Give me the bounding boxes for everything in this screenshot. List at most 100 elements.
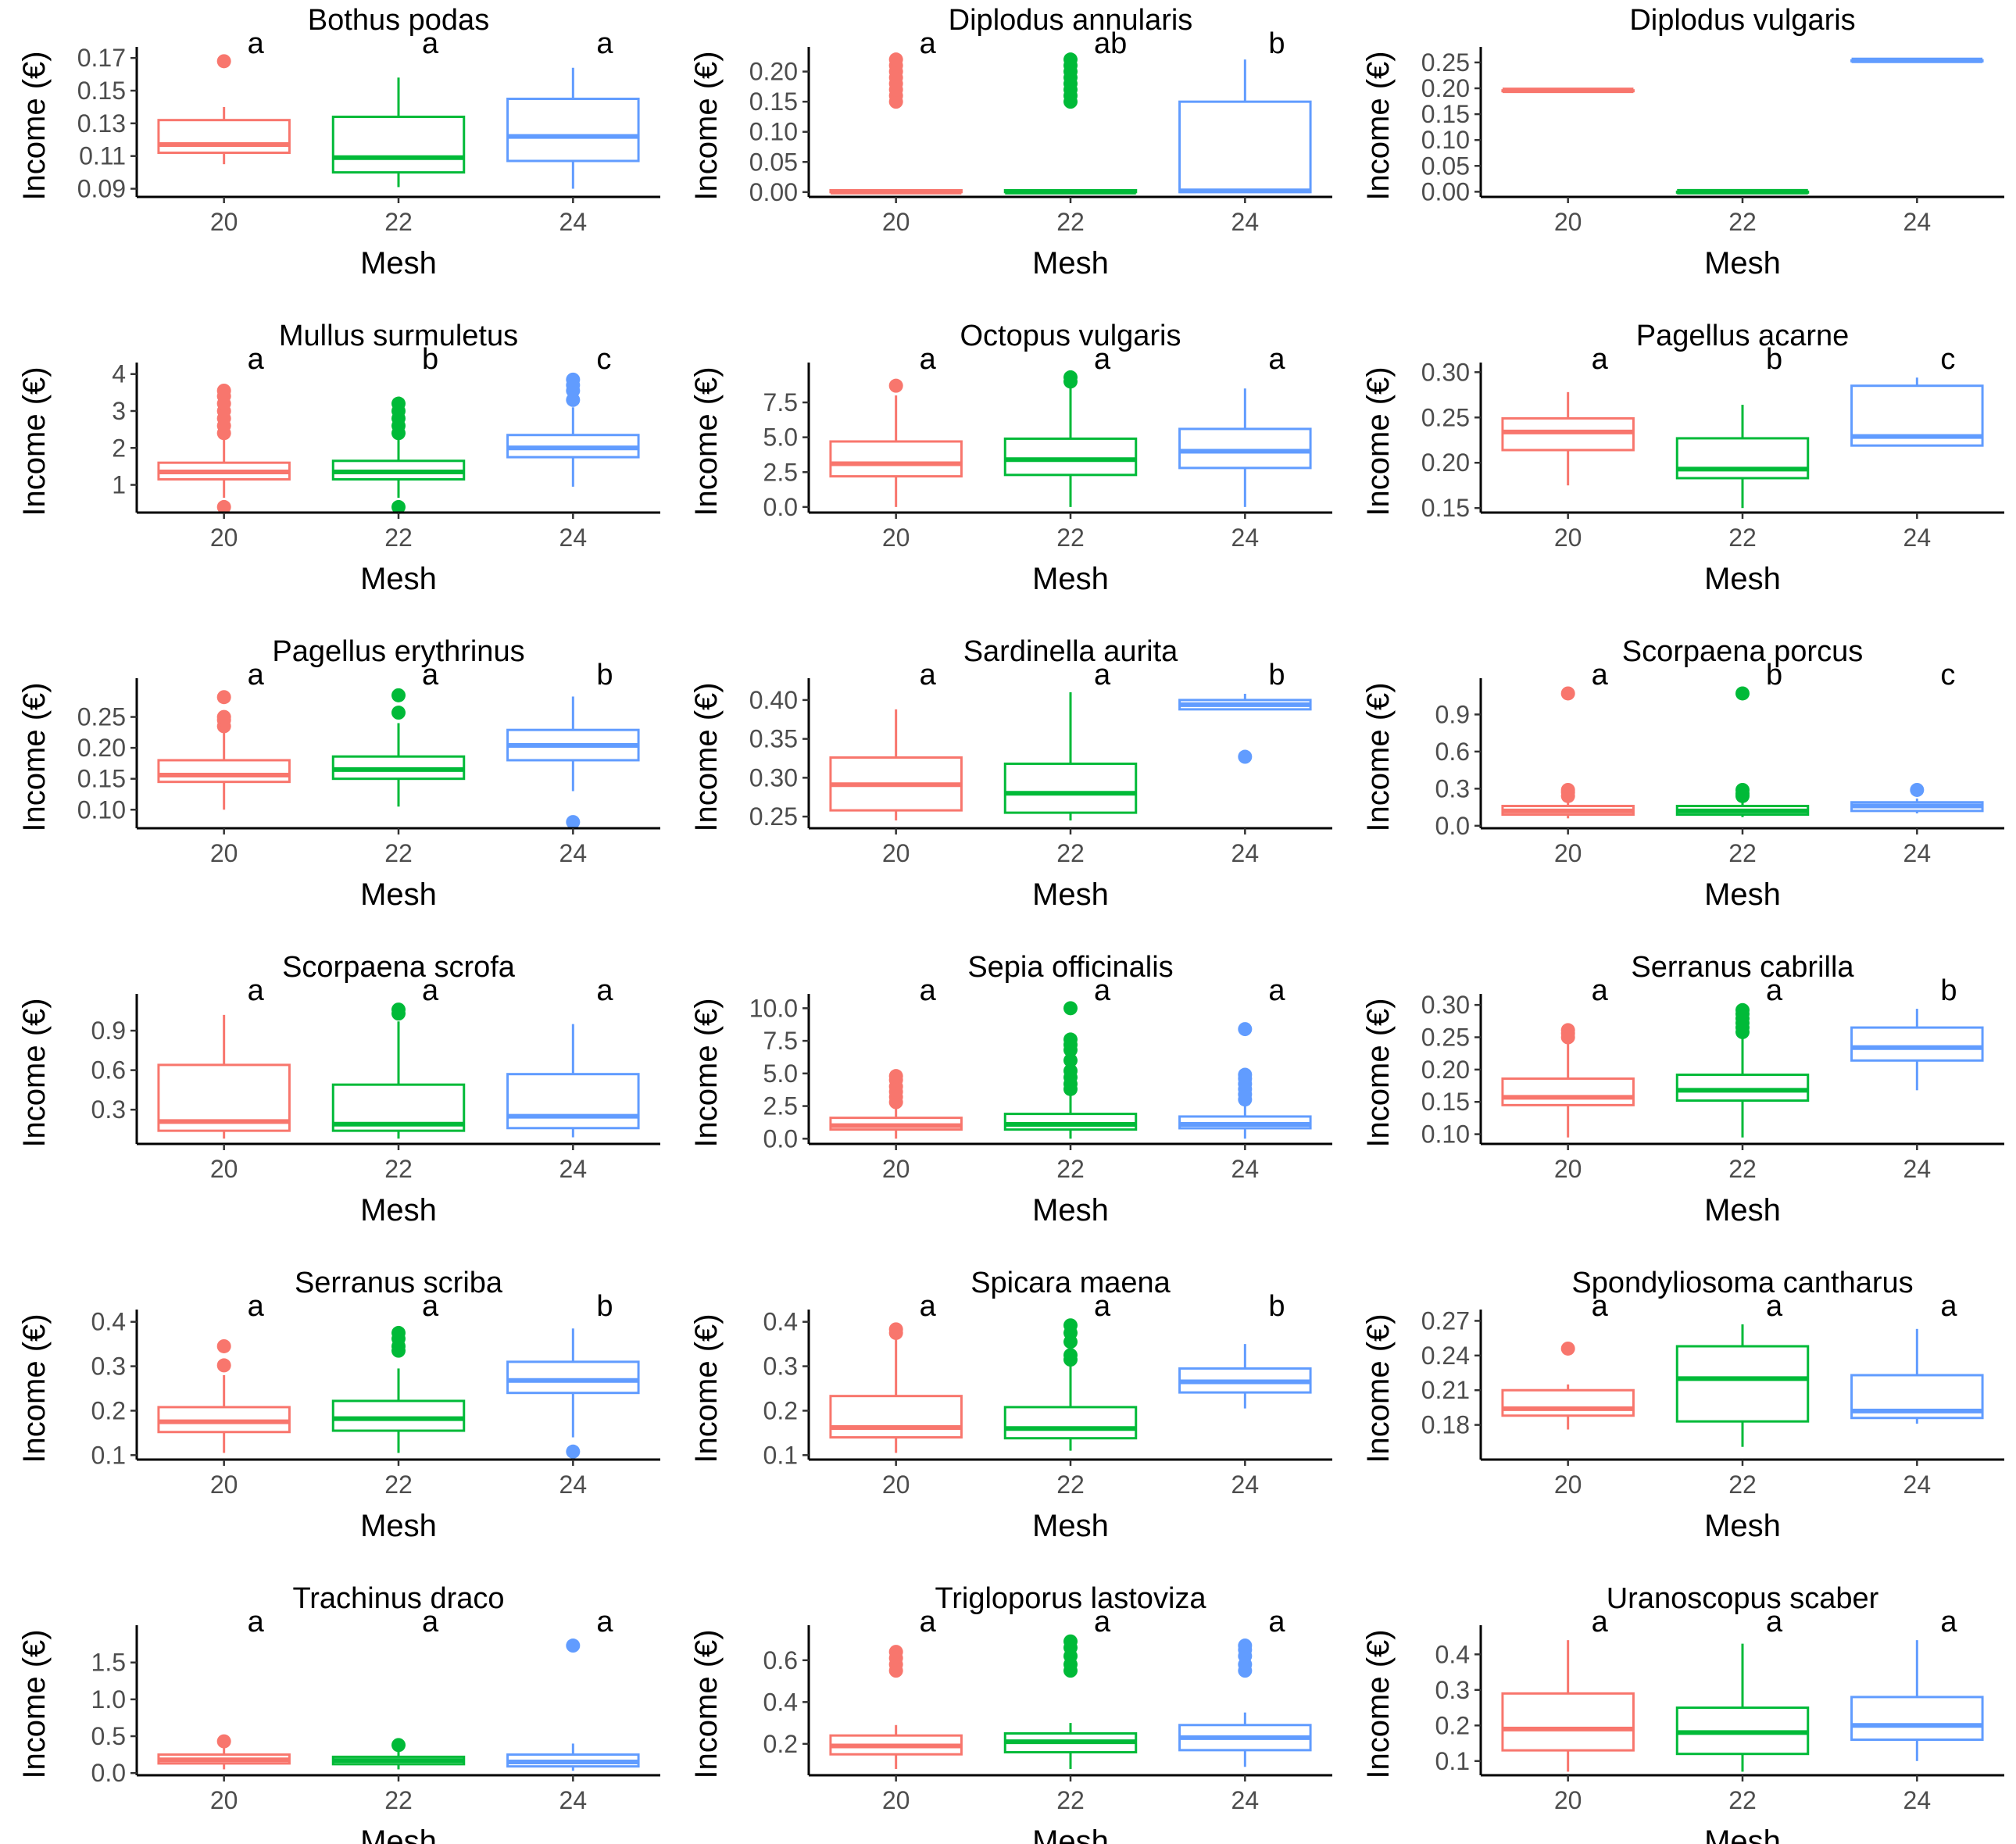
- significance-letter: a: [1592, 974, 1609, 1007]
- box-group-22: a: [1003, 659, 1138, 821]
- box: [1003, 762, 1138, 814]
- significance-letter: a: [248, 974, 265, 1007]
- panel-title: Sepia officinalis: [967, 951, 1173, 984]
- y-tick-label: 0.10: [749, 118, 798, 146]
- y-tick-label: 0.20: [749, 58, 798, 86]
- panel-title: Serranus scriba: [295, 1267, 503, 1299]
- box-group-22: a: [1003, 1290, 1138, 1451]
- y-tick-label: 7.5: [763, 388, 798, 416]
- y-axis-title: Income (€): [689, 1629, 724, 1778]
- y-tick-label: 0.15: [77, 765, 126, 793]
- significance-letter: a: [1592, 1290, 1609, 1323]
- panel-title: Scorpaena scrofa: [282, 951, 516, 984]
- box-group-20: a: [1501, 974, 1635, 1138]
- panel-title: Bothus podas: [308, 4, 489, 37]
- outlier-point: [216, 384, 231, 398]
- box: [1178, 427, 1312, 470]
- box: [829, 1395, 963, 1439]
- panel-title: Trigloporus lastoviza: [935, 1582, 1206, 1615]
- x-tick-label: 20: [882, 208, 910, 236]
- y-tick-label: 7.5: [763, 1027, 798, 1055]
- significance-letter: a: [1766, 1606, 1783, 1639]
- outlier-point: [1063, 52, 1078, 67]
- panel-title: Spicara maena: [970, 1267, 1171, 1299]
- outlier-point: [1238, 749, 1253, 764]
- y-tick-label: 0.11: [79, 142, 126, 170]
- panel-title: Sardinella aurita: [963, 635, 1178, 668]
- y-tick-label: 0.3: [91, 1353, 126, 1381]
- significance-letter: a: [1766, 1290, 1783, 1323]
- box: [157, 119, 291, 155]
- y-tick-label: 0.13: [77, 109, 126, 138]
- box-group-22: a: [331, 1606, 466, 1770]
- y-tick-label: 0.20: [1421, 1056, 1470, 1084]
- y-tick-label: 0.35: [749, 725, 798, 753]
- x-axis-title: Mesh: [1032, 562, 1109, 596]
- box-group-24: b: [506, 1290, 640, 1459]
- significance-letter: a: [1094, 343, 1111, 376]
- x-axis-title: Mesh: [360, 877, 437, 912]
- box-group-24: a: [506, 27, 640, 189]
- box-group-20: a: [1501, 1606, 1635, 1772]
- significance-letter: a: [920, 1606, 937, 1639]
- x-axis-title: Mesh: [1704, 877, 1781, 912]
- x-tick-label: 22: [1056, 1471, 1085, 1499]
- y-tick-label: 0.30: [1421, 358, 1470, 386]
- panel-title: Trachinus draco: [292, 1582, 504, 1615]
- outlier-point: [391, 396, 406, 411]
- y-tick-label: 0.1: [1435, 1747, 1470, 1775]
- x-tick-label: 24: [1231, 1471, 1260, 1499]
- x-axis-title: Mesh: [360, 1193, 437, 1228]
- x-axis-title: Mesh: [1032, 246, 1109, 281]
- x-tick-label: 22: [384, 208, 413, 236]
- x-axis-title: Mesh: [1032, 1193, 1109, 1228]
- outlier-point: [391, 688, 406, 702]
- x-tick-label: 24: [1231, 1786, 1260, 1814]
- box-group-24: a: [506, 1606, 640, 1771]
- panel-title: Pagellus erythrinus: [272, 635, 524, 668]
- x-axis-title: Mesh: [1704, 1193, 1781, 1228]
- box-group-20: a: [829, 974, 963, 1139]
- x-tick-label: 24: [1231, 1155, 1260, 1183]
- x-tick-label: 24: [1903, 524, 1932, 552]
- significance-letter: b: [1268, 1290, 1285, 1323]
- outlier-point: [1238, 1022, 1253, 1037]
- x-tick-label: 22: [1056, 208, 1085, 236]
- box-group-20: a: [1501, 343, 1635, 486]
- box-group-24: b: [506, 659, 640, 830]
- box-group-22: a: [1003, 343, 1138, 507]
- box: [1675, 437, 1810, 480]
- x-tick-label: 22: [1728, 1155, 1757, 1183]
- x-tick-label: 22: [1728, 839, 1757, 867]
- outlier-point: [1910, 782, 1925, 797]
- x-tick-label: 20: [882, 524, 910, 552]
- x-tick-label: 24: [1903, 1471, 1932, 1499]
- x-axis-title: Mesh: [1704, 562, 1781, 596]
- box-group-20: a: [157, 27, 291, 165]
- x-tick-label: 20: [210, 1786, 238, 1814]
- x-axis-title: Mesh: [360, 246, 437, 281]
- y-tick-label: 4: [112, 360, 126, 388]
- y-tick-label: 0.2: [1435, 1711, 1470, 1739]
- y-tick-label: 0.4: [1435, 1640, 1470, 1668]
- y-tick-label: 0.1: [763, 1441, 798, 1469]
- box-group-20: a: [829, 27, 963, 195]
- y-axis-title: Income (€): [1361, 682, 1396, 831]
- y-tick-label: 0.4: [763, 1308, 798, 1336]
- significance-letter: a: [1094, 974, 1111, 1007]
- x-tick-label: 20: [1554, 524, 1582, 552]
- outlier-point: [1238, 1067, 1253, 1082]
- box-group-22: a: [331, 1290, 466, 1453]
- outlier-point: [391, 1325, 406, 1340]
- x-tick-label: 22: [1728, 524, 1757, 552]
- x-tick-label: 20: [882, 1471, 910, 1499]
- y-tick-label: 0.20: [1421, 448, 1470, 477]
- y-tick-label: 0.2: [763, 1396, 798, 1424]
- panel-title: Serranus cabrilla: [1631, 951, 1854, 984]
- y-tick-label: 0.10: [77, 795, 126, 824]
- x-tick-label: 24: [1231, 524, 1260, 552]
- x-tick-label: 24: [1903, 208, 1932, 236]
